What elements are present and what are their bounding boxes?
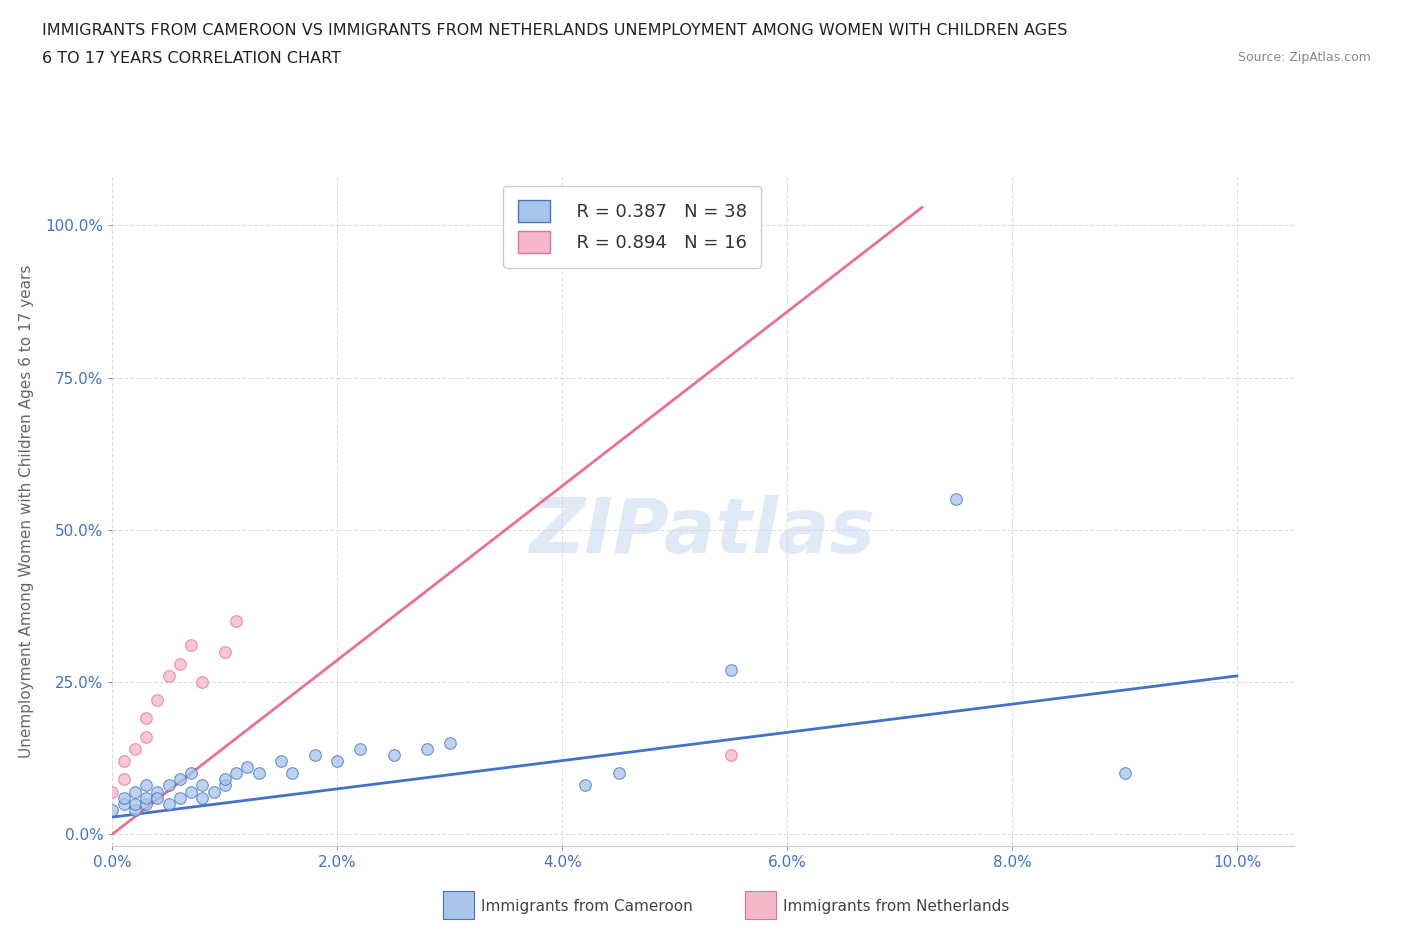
- Point: [169, 790, 191, 805]
- Text: Immigrants from Netherlands: Immigrants from Netherlands: [783, 899, 1010, 914]
- Point: [225, 765, 247, 780]
- Point: [574, 218, 596, 232]
- Point: [607, 765, 630, 780]
- Point: [146, 693, 169, 708]
- Point: [214, 772, 236, 787]
- Point: [326, 753, 349, 768]
- Point: [439, 736, 461, 751]
- Point: [945, 492, 967, 507]
- Point: [112, 796, 135, 811]
- Point: [202, 784, 225, 799]
- Point: [157, 669, 180, 684]
- Point: [157, 778, 180, 793]
- Point: [281, 765, 304, 780]
- Point: [416, 741, 439, 756]
- Point: [169, 657, 191, 671]
- Point: [124, 803, 146, 817]
- Point: [157, 796, 180, 811]
- Point: [135, 778, 157, 793]
- Point: [135, 796, 157, 811]
- Point: [146, 784, 169, 799]
- Point: [101, 803, 124, 817]
- Point: [236, 760, 259, 775]
- Point: [191, 790, 214, 805]
- Text: IMMIGRANTS FROM CAMEROON VS IMMIGRANTS FROM NETHERLANDS UNEMPLOYMENT AMONG WOMEN: IMMIGRANTS FROM CAMEROON VS IMMIGRANTS F…: [42, 23, 1067, 38]
- Text: Source: ZipAtlas.com: Source: ZipAtlas.com: [1237, 51, 1371, 64]
- Point: [124, 741, 146, 756]
- Point: [135, 790, 157, 805]
- Y-axis label: Unemployment Among Women with Children Ages 6 to 17 years: Unemployment Among Women with Children A…: [20, 265, 34, 758]
- Point: [112, 772, 135, 787]
- Point: [191, 778, 214, 793]
- Point: [146, 790, 169, 805]
- Point: [101, 784, 124, 799]
- Point: [124, 796, 146, 811]
- Point: [124, 784, 146, 799]
- Point: [112, 753, 135, 768]
- Point: [135, 729, 157, 744]
- Point: [180, 784, 202, 799]
- Point: [135, 711, 157, 726]
- Point: [214, 778, 236, 793]
- Point: [214, 644, 236, 659]
- Text: ZIPatlas: ZIPatlas: [530, 495, 876, 568]
- Point: [191, 674, 214, 689]
- Point: [720, 662, 742, 677]
- Point: [180, 765, 202, 780]
- Point: [112, 790, 135, 805]
- Text: Immigrants from Cameroon: Immigrants from Cameroon: [481, 899, 693, 914]
- Point: [304, 748, 326, 763]
- Point: [225, 614, 247, 629]
- Point: [180, 638, 202, 653]
- Point: [349, 741, 371, 756]
- Point: [382, 748, 405, 763]
- Point: [574, 778, 596, 793]
- Point: [169, 772, 191, 787]
- Point: [720, 748, 742, 763]
- Legend:   R = 0.387   N = 38,   R = 0.894   N = 16: R = 0.387 N = 38, R = 0.894 N = 16: [503, 186, 761, 268]
- Point: [1114, 765, 1136, 780]
- Point: [270, 753, 292, 768]
- Text: 6 TO 17 YEARS CORRELATION CHART: 6 TO 17 YEARS CORRELATION CHART: [42, 51, 342, 66]
- Point: [247, 765, 270, 780]
